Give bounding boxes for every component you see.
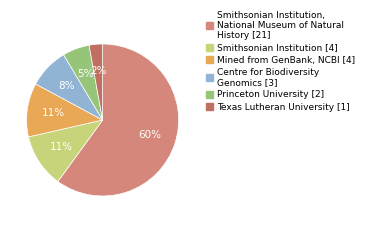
Wedge shape [36,55,103,120]
Text: 60%: 60% [138,130,161,140]
Wedge shape [58,44,179,196]
Wedge shape [28,120,103,181]
Wedge shape [27,84,103,137]
Text: 11%: 11% [50,142,73,152]
Text: 11%: 11% [42,108,65,118]
Legend: Smithsonian Institution,
National Museum of Natural
History [21], Smithsonian In: Smithsonian Institution, National Museum… [206,11,355,112]
Text: 5%: 5% [77,69,93,79]
Wedge shape [63,45,103,120]
Wedge shape [89,44,103,120]
Text: 2%: 2% [90,66,106,76]
Text: 8%: 8% [59,81,75,91]
